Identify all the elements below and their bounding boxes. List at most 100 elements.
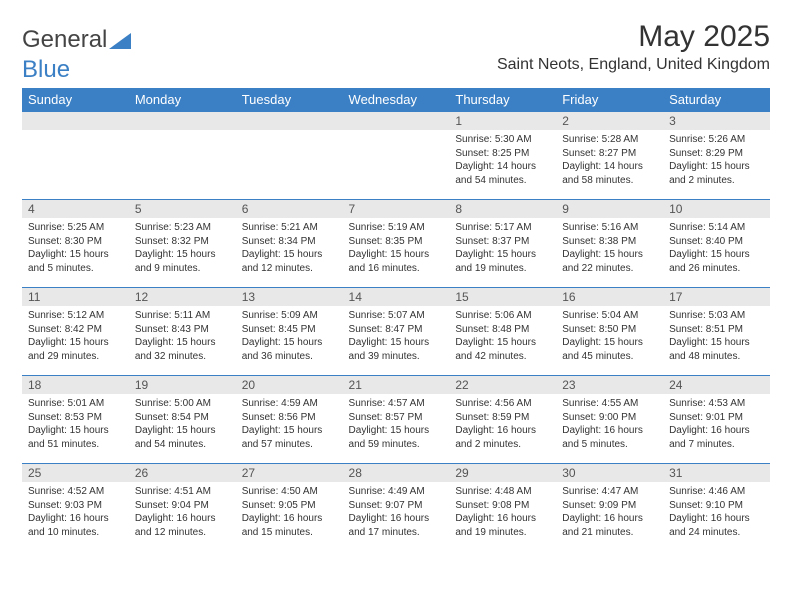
- day-number: 23: [556, 376, 663, 394]
- calendar-table: Sunday Monday Tuesday Wednesday Thursday…: [22, 88, 770, 552]
- day-data: Sunrise: 5:30 AMSunset: 8:25 PMDaylight:…: [449, 130, 556, 191]
- calendar-cell: 9Sunrise: 5:16 AMSunset: 8:38 PMDaylight…: [556, 200, 663, 288]
- day-data: Sunrise: 4:56 AMSunset: 8:59 PMDaylight:…: [449, 394, 556, 455]
- calendar-cell: 15Sunrise: 5:06 AMSunset: 8:48 PMDayligh…: [449, 288, 556, 376]
- logo-text-2: Blue: [22, 56, 770, 84]
- day-header-row: Sunday Monday Tuesday Wednesday Thursday…: [22, 88, 770, 112]
- day-number: 28: [343, 464, 450, 482]
- calendar-cell: 23Sunrise: 4:55 AMSunset: 9:00 PMDayligh…: [556, 376, 663, 464]
- logo: General: [22, 26, 131, 54]
- logo-text-1: General: [22, 26, 107, 54]
- calendar-cell: 2Sunrise: 5:28 AMSunset: 8:27 PMDaylight…: [556, 112, 663, 200]
- day-data: Sunrise: 5:21 AMSunset: 8:34 PMDaylight:…: [236, 218, 343, 279]
- day-data: Sunrise: 5:00 AMSunset: 8:54 PMDaylight:…: [129, 394, 236, 455]
- day-data: Sunrise: 5:03 AMSunset: 8:51 PMDaylight:…: [663, 306, 770, 367]
- calendar-cell: 21Sunrise: 4:57 AMSunset: 8:57 PMDayligh…: [343, 376, 450, 464]
- day-data: Sunrise: 5:19 AMSunset: 8:35 PMDaylight:…: [343, 218, 450, 279]
- day-data: Sunrise: 4:51 AMSunset: 9:04 PMDaylight:…: [129, 482, 236, 543]
- calendar-cell: 5Sunrise: 5:23 AMSunset: 8:32 PMDaylight…: [129, 200, 236, 288]
- calendar-cell: 12Sunrise: 5:11 AMSunset: 8:43 PMDayligh…: [129, 288, 236, 376]
- day-number: 27: [236, 464, 343, 482]
- calendar-cell: 1Sunrise: 5:30 AMSunset: 8:25 PMDaylight…: [449, 112, 556, 200]
- day-number: 1: [449, 112, 556, 130]
- day-data: Sunrise: 5:17 AMSunset: 8:37 PMDaylight:…: [449, 218, 556, 279]
- day-number: 11: [22, 288, 129, 306]
- day-header: Thursday: [449, 88, 556, 112]
- day-data: Sunrise: 4:52 AMSunset: 9:03 PMDaylight:…: [22, 482, 129, 543]
- day-data: Sunrise: 4:48 AMSunset: 9:08 PMDaylight:…: [449, 482, 556, 543]
- day-number: 4: [22, 200, 129, 218]
- day-data: Sunrise: 4:47 AMSunset: 9:09 PMDaylight:…: [556, 482, 663, 543]
- calendar-cell: [22, 112, 129, 200]
- calendar-row: 25Sunrise: 4:52 AMSunset: 9:03 PMDayligh…: [22, 464, 770, 552]
- day-data: Sunrise: 5:14 AMSunset: 8:40 PMDaylight:…: [663, 218, 770, 279]
- day-number: 18: [22, 376, 129, 394]
- day-number: [236, 112, 343, 130]
- calendar-cell: 31Sunrise: 4:46 AMSunset: 9:10 PMDayligh…: [663, 464, 770, 552]
- day-number: 9: [556, 200, 663, 218]
- day-number: 22: [449, 376, 556, 394]
- calendar-cell: [343, 112, 450, 200]
- day-number: [129, 112, 236, 130]
- day-number: 5: [129, 200, 236, 218]
- day-data: Sunrise: 5:11 AMSunset: 8:43 PMDaylight:…: [129, 306, 236, 367]
- calendar-cell: 10Sunrise: 5:14 AMSunset: 8:40 PMDayligh…: [663, 200, 770, 288]
- calendar-cell: 30Sunrise: 4:47 AMSunset: 9:09 PMDayligh…: [556, 464, 663, 552]
- calendar-cell: 28Sunrise: 4:49 AMSunset: 9:07 PMDayligh…: [343, 464, 450, 552]
- calendar-cell: 6Sunrise: 5:21 AMSunset: 8:34 PMDaylight…: [236, 200, 343, 288]
- calendar-row: 11Sunrise: 5:12 AMSunset: 8:42 PMDayligh…: [22, 288, 770, 376]
- day-number: 2: [556, 112, 663, 130]
- day-data: Sunrise: 5:26 AMSunset: 8:29 PMDaylight:…: [663, 130, 770, 191]
- day-number: 31: [663, 464, 770, 482]
- calendar-cell: 22Sunrise: 4:56 AMSunset: 8:59 PMDayligh…: [449, 376, 556, 464]
- day-number: 17: [663, 288, 770, 306]
- day-data: Sunrise: 5:07 AMSunset: 8:47 PMDaylight:…: [343, 306, 450, 367]
- calendar-cell: 11Sunrise: 5:12 AMSunset: 8:42 PMDayligh…: [22, 288, 129, 376]
- day-header: Saturday: [663, 88, 770, 112]
- day-number: 13: [236, 288, 343, 306]
- calendar-cell: 8Sunrise: 5:17 AMSunset: 8:37 PMDaylight…: [449, 200, 556, 288]
- month-title: May 2025: [497, 20, 770, 54]
- day-number: 25: [22, 464, 129, 482]
- calendar-cell: 4Sunrise: 5:25 AMSunset: 8:30 PMDaylight…: [22, 200, 129, 288]
- calendar-cell: [236, 112, 343, 200]
- day-number: 21: [343, 376, 450, 394]
- calendar-cell: 26Sunrise: 4:51 AMSunset: 9:04 PMDayligh…: [129, 464, 236, 552]
- day-number: 29: [449, 464, 556, 482]
- day-header: Tuesday: [236, 88, 343, 112]
- day-data: Sunrise: 5:09 AMSunset: 8:45 PMDaylight:…: [236, 306, 343, 367]
- day-data: Sunrise: 4:46 AMSunset: 9:10 PMDaylight:…: [663, 482, 770, 543]
- day-number: [22, 112, 129, 130]
- day-number: 19: [129, 376, 236, 394]
- calendar-cell: 13Sunrise: 5:09 AMSunset: 8:45 PMDayligh…: [236, 288, 343, 376]
- calendar-row: 4Sunrise: 5:25 AMSunset: 8:30 PMDaylight…: [22, 200, 770, 288]
- calendar-row: 18Sunrise: 5:01 AMSunset: 8:53 PMDayligh…: [22, 376, 770, 464]
- day-data: Sunrise: 5:28 AMSunset: 8:27 PMDaylight:…: [556, 130, 663, 191]
- day-data: Sunrise: 5:16 AMSunset: 8:38 PMDaylight:…: [556, 218, 663, 279]
- calendar-cell: 7Sunrise: 5:19 AMSunset: 8:35 PMDaylight…: [343, 200, 450, 288]
- calendar-cell: 19Sunrise: 5:00 AMSunset: 8:54 PMDayligh…: [129, 376, 236, 464]
- day-number: 14: [343, 288, 450, 306]
- day-data: Sunrise: 4:57 AMSunset: 8:57 PMDaylight:…: [343, 394, 450, 455]
- day-data: Sunrise: 5:23 AMSunset: 8:32 PMDaylight:…: [129, 218, 236, 279]
- calendar-cell: 29Sunrise: 4:48 AMSunset: 9:08 PMDayligh…: [449, 464, 556, 552]
- logo-triangle-icon: [109, 31, 131, 49]
- day-number: 6: [236, 200, 343, 218]
- calendar-cell: 17Sunrise: 5:03 AMSunset: 8:51 PMDayligh…: [663, 288, 770, 376]
- day-data: Sunrise: 4:49 AMSunset: 9:07 PMDaylight:…: [343, 482, 450, 543]
- day-header: Sunday: [22, 88, 129, 112]
- calendar-row: 1Sunrise: 5:30 AMSunset: 8:25 PMDaylight…: [22, 112, 770, 200]
- calendar-cell: 25Sunrise: 4:52 AMSunset: 9:03 PMDayligh…: [22, 464, 129, 552]
- day-header: Friday: [556, 88, 663, 112]
- day-number: 10: [663, 200, 770, 218]
- day-number: 20: [236, 376, 343, 394]
- day-data: Sunrise: 4:55 AMSunset: 9:00 PMDaylight:…: [556, 394, 663, 455]
- day-data: Sunrise: 5:06 AMSunset: 8:48 PMDaylight:…: [449, 306, 556, 367]
- calendar-cell: 18Sunrise: 5:01 AMSunset: 8:53 PMDayligh…: [22, 376, 129, 464]
- day-number: [343, 112, 450, 130]
- day-number: 15: [449, 288, 556, 306]
- day-data: Sunrise: 4:53 AMSunset: 9:01 PMDaylight:…: [663, 394, 770, 455]
- calendar-cell: 3Sunrise: 5:26 AMSunset: 8:29 PMDaylight…: [663, 112, 770, 200]
- day-data: Sunrise: 5:25 AMSunset: 8:30 PMDaylight:…: [22, 218, 129, 279]
- calendar-cell: 20Sunrise: 4:59 AMSunset: 8:56 PMDayligh…: [236, 376, 343, 464]
